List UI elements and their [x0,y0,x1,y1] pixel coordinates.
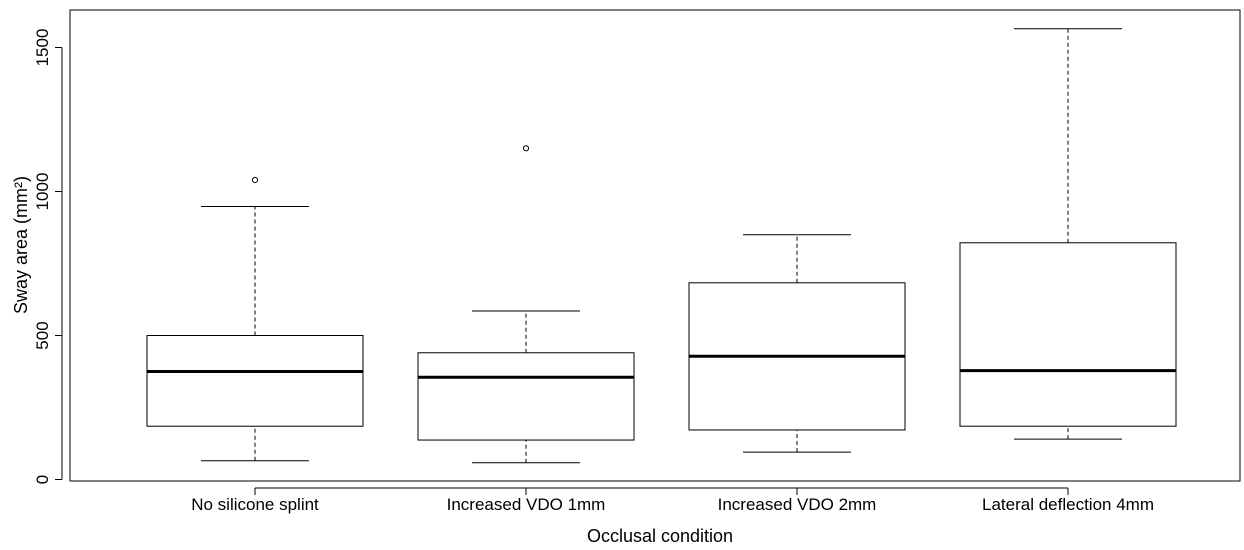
box-group [688,234,906,453]
plot-frame [69,9,1241,482]
outlier-point [251,176,259,184]
x-axis-label: Occlusal condition [587,526,733,546]
y-tick-label: 0 [33,475,52,484]
y-tick-label: 1000 [33,173,52,211]
y-tick-label: 1500 [33,29,52,67]
x-tick-label: Increased VDO 1mm [447,495,606,514]
outlier-point [522,145,530,152]
y-axis: 0 500 1000 1500 [33,29,63,484]
x-tick-label: Increased VDO 2mm [718,495,877,514]
iqr-box [959,242,1177,427]
box-group [417,145,635,464]
box-group [146,176,364,462]
box-series [146,28,1177,464]
x-tick-label: Lateral deflection 4mm [982,495,1154,514]
iqr-box [417,352,635,441]
y-axis-label: Sway area (mm²) [11,176,31,314]
box-group [959,28,1177,440]
y-tick-label: 500 [33,321,52,349]
x-axis: No silicone splint Increased VDO 1mm Incre… [191,487,1154,514]
iqr-box [146,335,364,427]
x-tick-label: No silicone splint [191,495,319,514]
